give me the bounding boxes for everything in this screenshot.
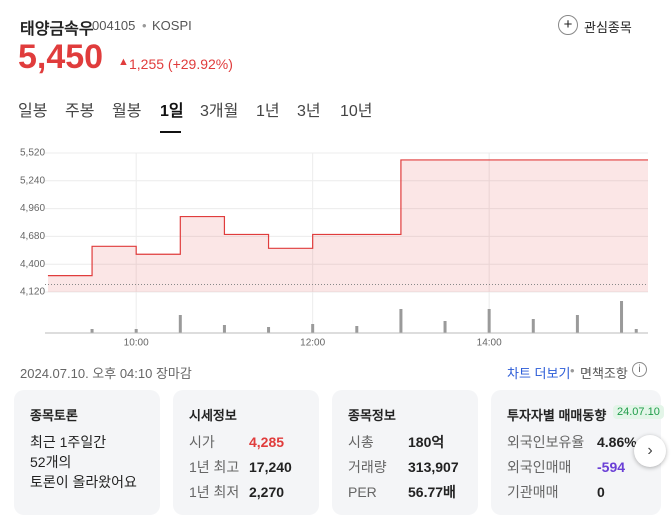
volume-bar — [443, 321, 447, 333]
row-label: PER — [348, 484, 377, 500]
x-tick-label: 12:00 — [300, 338, 325, 349]
volume-bar — [487, 309, 491, 333]
card-title: 시세정보 — [189, 408, 237, 423]
watch-button[interactable]: 관심종목 — [584, 20, 632, 35]
dot: • — [570, 363, 575, 378]
info-row: 시총 180억 — [348, 432, 444, 452]
y-tick-label: 4,120 — [20, 287, 45, 298]
row-value: 4.86% — [597, 434, 637, 450]
up-arrow: ▲ — [118, 56, 129, 68]
row-value: 180억 — [408, 434, 445, 450]
info-row: 외국인보유율 4.86% — [507, 432, 637, 452]
info-row: 거래량 313,907 — [348, 457, 459, 477]
card-text: 토론이 올라왔어요 — [30, 474, 137, 490]
volume-bar — [575, 315, 579, 333]
y-tick-label: 5,240 — [20, 175, 45, 186]
card-text: 최근 1주일간 — [30, 434, 107, 450]
volume-bar — [620, 301, 624, 333]
date-badge: 24.07.10 — [613, 405, 664, 419]
y-tick-label: 4,400 — [20, 259, 45, 270]
row-label: 시가 — [189, 434, 215, 450]
row-label: 기관매매 — [507, 484, 559, 500]
card[interactable]: 투자자별 매매동향 24.07.10 외국인보유율 4.86% 외국인매매 -594 기관매… — [491, 390, 664, 515]
change: 1,255 (+29.92%) — [129, 56, 233, 72]
tab[interactable]: 1일 — [160, 103, 184, 120]
row-value: 313,907 — [408, 459, 459, 475]
volume-bar — [267, 327, 271, 333]
area — [47, 159, 648, 292]
row-value: 2,270 — [249, 484, 285, 500]
volume-bar — [634, 329, 638, 333]
y-tick-label: 5,520 — [20, 148, 45, 159]
volume-bar — [134, 329, 138, 333]
y-tick-label: 4,680 — [20, 231, 45, 242]
timestamp: 2024.07.10. 오후 04:10 장마감 — [20, 366, 192, 381]
info-row: PER 56.77배 — [348, 482, 456, 502]
volume-bar — [311, 324, 315, 333]
tab[interactable]: 주봉 — [65, 103, 95, 120]
row-value: 56.77배 — [408, 484, 456, 500]
volume-bar — [222, 325, 226, 333]
info-icon[interactable]: i — [632, 362, 647, 377]
y-tick-label: 4,960 — [20, 203, 45, 214]
tab[interactable]: 1년 — [256, 103, 280, 120]
tab[interactable]: 일봉 — [18, 103, 48, 120]
x-tick-label: 14:00 — [477, 338, 502, 349]
tab[interactable]: 10년 — [340, 103, 373, 120]
volume-bar — [355, 326, 359, 333]
stock-name: 태양금속우 — [20, 21, 94, 38]
stock-code: 004105 — [92, 18, 136, 33]
volume-bar — [531, 319, 535, 333]
row-value: -594 — [597, 459, 626, 475]
x-tick-label: 10:00 — [124, 338, 149, 349]
info-row: 외국인매매 -594 — [507, 457, 625, 477]
info-row: 기관매매 0 — [507, 482, 605, 502]
info-row: 1년 최저 2,270 — [189, 482, 284, 502]
card-title: 종목정보 — [348, 408, 396, 423]
card-title: 종목토론 — [30, 408, 78, 423]
dot: • — [142, 18, 147, 33]
row-label: 거래량 — [348, 459, 387, 475]
row-value: 0 — [597, 484, 605, 500]
tab-underline — [160, 131, 181, 133]
row-value: 4,285 — [249, 434, 285, 450]
row-value: 17,240 — [249, 459, 292, 475]
info-row: 시가 4,285 — [189, 432, 284, 452]
disclaimer[interactable]: 면책조항 — [580, 366, 628, 381]
price: 5,450 — [18, 38, 104, 76]
volume-bar — [90, 329, 94, 333]
tab[interactable]: 3개월 — [200, 103, 239, 120]
row-label: 외국인보유율 — [507, 434, 585, 450]
next-button[interactable]: › — [634, 435, 666, 467]
info-row: 1년 최고 17,240 — [189, 457, 292, 477]
plus-icon[interactable]: + — [558, 15, 578, 35]
card-title: 투자자별 매매동향 — [507, 408, 607, 423]
volume-bar — [399, 309, 403, 333]
tab[interactable]: 월봉 — [112, 103, 142, 120]
tab[interactable]: 3년 — [297, 103, 321, 120]
card-text: 52개의 — [30, 454, 72, 470]
market: KOSPI — [152, 18, 192, 33]
row-label: 시총 — [348, 434, 374, 450]
price-line — [47, 159, 648, 277]
row-label: 1년 최저 — [189, 484, 240, 500]
more-chart-link[interactable]: 차트 더보기 — [507, 366, 571, 381]
row-label: 외국인매매 — [507, 459, 572, 475]
volume-bar — [178, 315, 182, 333]
row-label: 1년 최고 — [189, 459, 240, 475]
